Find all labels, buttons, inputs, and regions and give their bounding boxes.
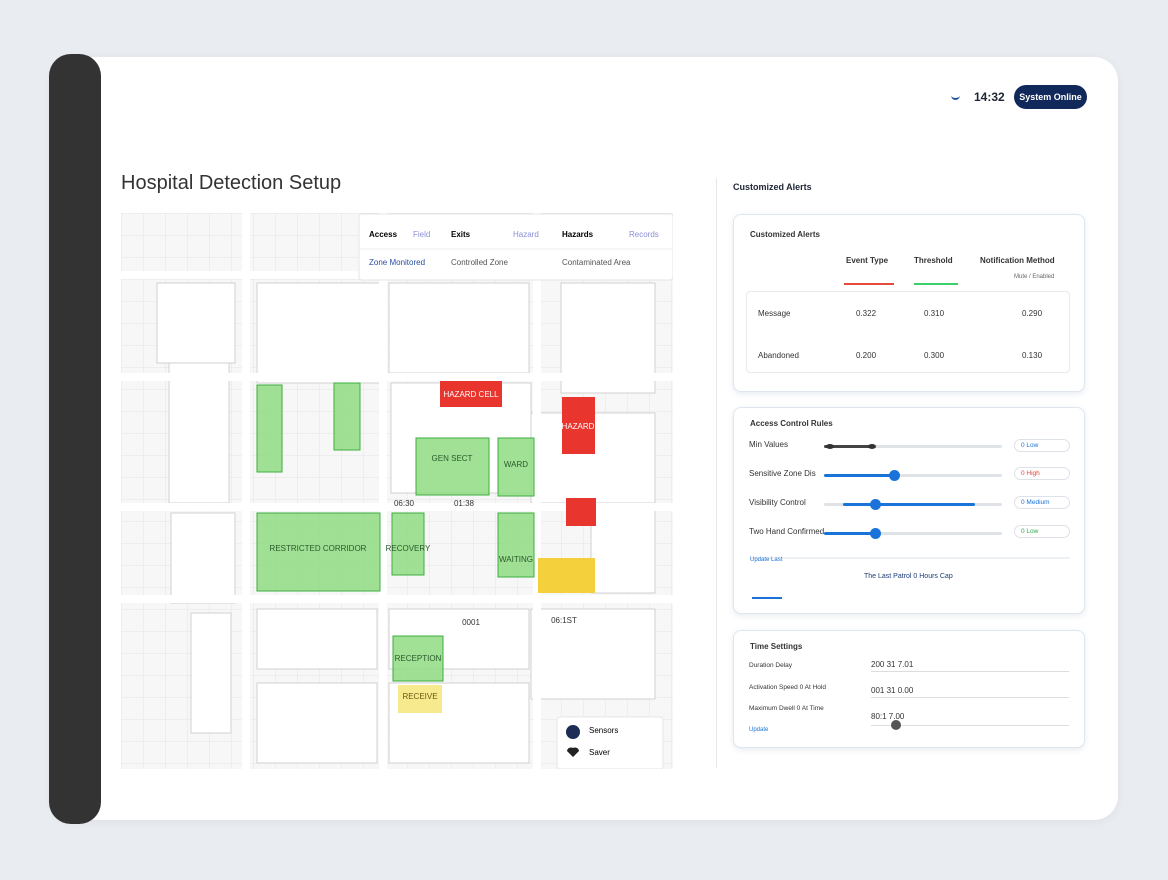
cell: 0.130 <box>1022 351 1043 360</box>
zone-label: GEN SECT <box>432 454 473 463</box>
zone-label: HAZARD CELL <box>443 390 499 399</box>
rule-label: Two Hand Confirmed <box>749 527 825 536</box>
section-heading: Customized Alerts <box>733 182 812 192</box>
column-header: Event Type <box>846 256 889 265</box>
setting-value: 200 31 7.01 <box>871 660 914 669</box>
divider <box>716 178 717 768</box>
slider[interactable] <box>824 470 1002 481</box>
legend-sub: Controlled Zone <box>451 258 508 267</box>
setting-label: Activation Speed 0 At Hold <box>749 684 826 691</box>
cell: 0.310 <box>924 309 945 318</box>
legend-title: Hazards <box>562 230 594 239</box>
setting-knob[interactable] <box>891 720 901 730</box>
sensor-label: Saver <box>589 748 610 757</box>
sync-icon <box>951 91 960 100</box>
bar-red <box>844 283 894 285</box>
setting-value: 80:1 7.00 <box>871 712 905 721</box>
map-legend: Access Field Zone Monitored Exits Hazard… <box>358 213 673 281</box>
rule-line <box>750 557 1070 559</box>
slider[interactable] <box>824 499 1002 510</box>
setting-label: Duration Delay <box>749 662 792 669</box>
link[interactable]: Update <box>749 727 769 733</box>
time-card: Time Settings Duration Delay 200 31 7.01… <box>733 630 1085 748</box>
page-title: Hospital Detection Setup <box>121 172 342 194</box>
alerts-table <box>746 291 1070 373</box>
zone-label: WAITING <box>499 555 533 564</box>
card-title: Time Settings <box>750 642 803 651</box>
rule-pill[interactable]: 0 Low <box>1014 439 1070 452</box>
row-label: Message <box>758 309 791 318</box>
rule-pill[interactable]: 0 Medium <box>1014 496 1070 509</box>
status-pill[interactable]: System Online <box>1014 85 1087 109</box>
method-hint: Mute / Enabled <box>1014 274 1055 280</box>
column-header: Notification Method <box>980 256 1055 265</box>
note: The Last Patrol 0 Hours Cap <box>864 573 953 580</box>
setting-line <box>871 725 1069 726</box>
setting-value: 001 31 0.00 <box>871 686 914 695</box>
setting-line <box>871 671 1069 672</box>
zone-label: RECEPTION <box>395 654 442 663</box>
access-card: Access Control Rules Min Values 0 Low Se… <box>733 407 1085 614</box>
time-label: 0001 <box>462 618 480 627</box>
slider[interactable] <box>824 444 1002 449</box>
sidebar <box>49 54 101 824</box>
legend-sub: Zone Monitored <box>369 258 425 267</box>
setting-label: Maximum Dwell 0 At Time <box>749 705 824 712</box>
legend-tag: Hazard <box>513 230 539 239</box>
cell: 0.300 <box>924 351 945 360</box>
rule-pill[interactable]: 0 Low <box>1014 525 1070 538</box>
safe-zones <box>256 382 535 682</box>
legend-sub: Contaminated Area <box>562 258 631 267</box>
zone-label: RECOVERY <box>386 544 431 553</box>
time-label: 06:1ST <box>551 616 577 625</box>
link[interactable]: Update Last <box>750 557 783 563</box>
cell: 0.322 <box>856 309 877 318</box>
warn-zones <box>398 558 595 713</box>
legend-tag: Records <box>629 230 659 239</box>
clock: 14:32 <box>974 90 1005 104</box>
slider[interactable] <box>824 528 1002 539</box>
cell: 0.200 <box>856 351 877 360</box>
rule-label: Sensitive Zone Dis <box>749 469 816 478</box>
zone-label: RESTRICTED CORRIDOR <box>270 544 367 553</box>
rule-label: Min Values <box>749 440 788 449</box>
card-title: Access Control Rules <box>750 419 833 428</box>
bar-green <box>914 283 958 285</box>
rule-pill[interactable]: 0 High <box>1014 467 1070 480</box>
zone-label: HAZARD <box>562 422 595 431</box>
card-title: Customized Alerts <box>750 230 820 239</box>
zone-label: RECEIVE <box>402 692 437 701</box>
alerts-card: Customized Alerts Event Type Threshold N… <box>733 214 1085 392</box>
alert-zones <box>440 381 596 526</box>
legend-tag: Field <box>413 230 430 239</box>
row-label: Abandoned <box>758 351 799 360</box>
setting-line <box>871 697 1069 698</box>
progress <box>752 597 782 599</box>
column-header: Threshold <box>914 256 953 265</box>
sensor-panel: Sensors Saver <box>556 716 664 769</box>
legend-title: Access <box>369 230 398 239</box>
legend-title: Exits <box>451 230 471 239</box>
zone-label: WARD <box>504 460 528 469</box>
time-label: 06:30 <box>394 499 415 508</box>
sensor-label: Sensors <box>589 726 618 735</box>
cell: 0.290 <box>1022 309 1043 318</box>
rule-label: Visibility Control <box>749 498 806 507</box>
time-label: 01:38 <box>454 499 475 508</box>
floor-map: HAZARD CELL HAZARD GEN SECT WARD RESTRIC… <box>121 213 673 769</box>
